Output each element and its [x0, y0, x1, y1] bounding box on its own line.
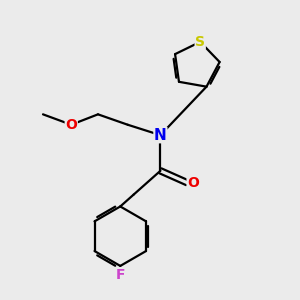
- Text: O: O: [65, 118, 77, 132]
- Text: F: F: [116, 268, 125, 282]
- Text: S: S: [195, 35, 205, 49]
- Text: N: N: [154, 128, 167, 142]
- Text: O: O: [187, 176, 199, 190]
